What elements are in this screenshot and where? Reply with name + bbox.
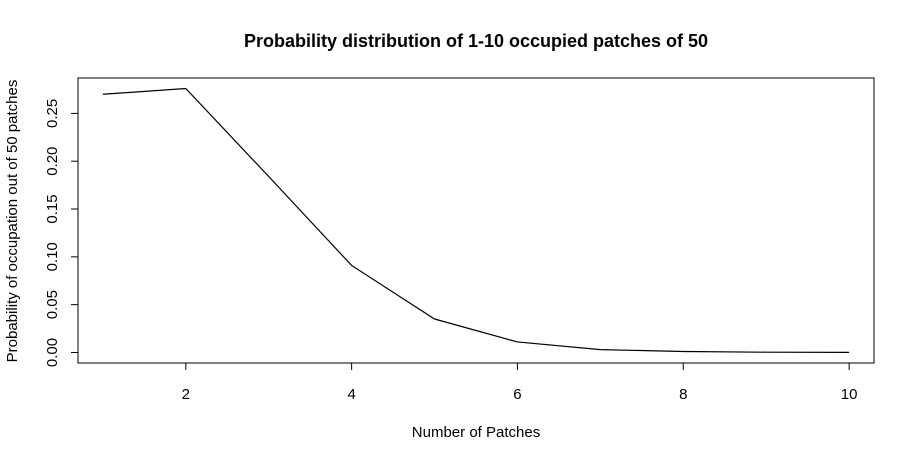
y-tick-label: 0.25	[44, 99, 61, 128]
y-tick-label: 0.00	[44, 338, 61, 367]
series-group	[102, 87, 850, 353]
x-tick-label: 2	[182, 386, 190, 403]
x-tick-label: 10	[841, 386, 858, 403]
series-line	[102, 87, 850, 353]
y-tick-label: 0.10	[44, 242, 61, 271]
x-axis-label: Number of Patches	[412, 424, 540, 441]
x-tick-label: 6	[513, 386, 521, 403]
y-axis-label: Probability of occupation out of 50 patc…	[4, 80, 21, 363]
x-tick-label: 4	[347, 386, 355, 403]
plot-frame	[77, 77, 875, 364]
x-axis: 2 4 6 8 10	[182, 362, 858, 403]
y-tick-label: 0.15	[44, 194, 61, 223]
y-tick-label: 0.05	[44, 290, 61, 319]
y-tick-label: 0.20	[44, 147, 61, 176]
x-tick-label: 8	[679, 386, 687, 403]
chart-title: Probability distribution of 1-10 occupie…	[244, 31, 708, 51]
y-axis: 0.00 0.05 0.10 0.15 0.20 0.25	[44, 99, 79, 367]
